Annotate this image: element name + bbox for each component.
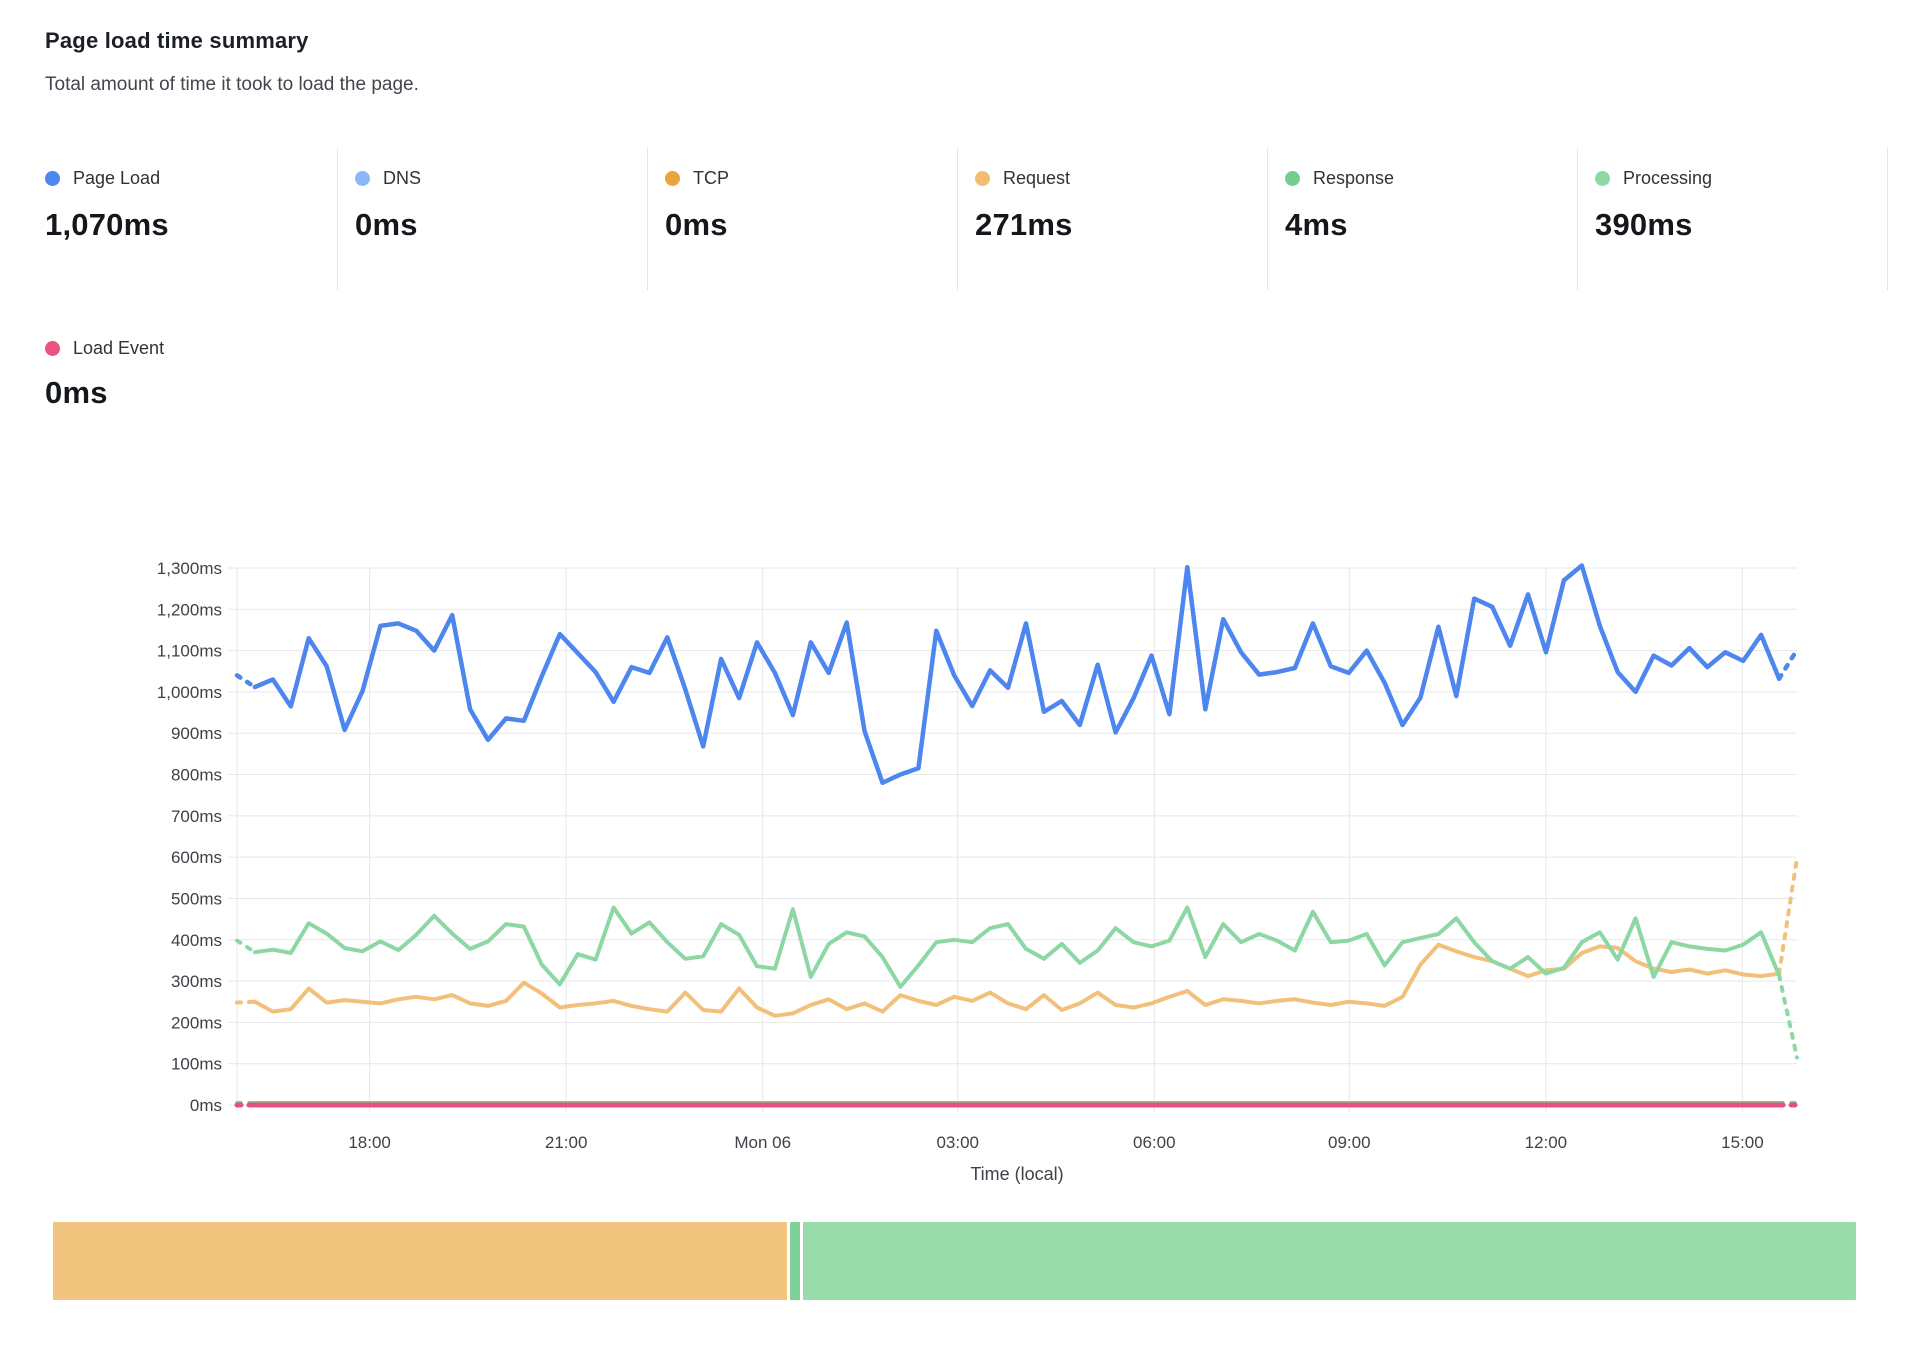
metric-value: 390ms [1595, 207, 1693, 242]
series-processing-line [252, 905, 1782, 989]
metric-label: Request [1003, 168, 1071, 188]
status-bar-segment-request-window[interactable] [53, 1222, 787, 1300]
metrics-summary-row: Page Load 1,070ms DNS 0ms TCP 0ms Reques… [45, 148, 1888, 290]
y-axis-tick-label: 1,300ms [157, 559, 222, 578]
metric-card-tcp[interactable]: TCP 0ms [648, 148, 958, 290]
metric-card-request[interactable]: Request 271ms [958, 148, 1268, 290]
x-axis-tick-label: Mon 06 [734, 1133, 791, 1152]
status-bar-segment-transition-window[interactable] [789, 1222, 800, 1300]
series-request-dashed-edge [1777, 856, 1799, 976]
x-axis-tick-label: 15:00 [1721, 1133, 1764, 1152]
y-axis-tick-label: 700ms [171, 807, 222, 826]
x-axis-title: Time (local) [970, 1164, 1063, 1184]
processing-legend-dot-icon [1595, 171, 1610, 186]
y-axis-tick-label: 900ms [171, 724, 222, 743]
timeline-status-bar [53, 1222, 1856, 1300]
y-axis-tick-label: 300ms [171, 972, 222, 991]
metric-value: 0ms [45, 375, 108, 410]
series-request-dashed-edge [235, 999, 257, 1005]
tcp-legend-dot-icon [665, 171, 680, 186]
metric-value: 0ms [355, 207, 418, 242]
x-axis-tick-label: 03:00 [936, 1133, 979, 1152]
metric-value: 0ms [665, 207, 728, 242]
series-page-load-dashed-edge [234, 673, 258, 690]
x-axis-tick-label: 06:00 [1133, 1133, 1176, 1152]
metric-card-response[interactable]: Response 4ms [1268, 148, 1578, 290]
y-axis-tick-label: 500ms [171, 889, 222, 908]
metric-label: TCP [693, 168, 729, 188]
page-title: Page load time summary [45, 28, 309, 53]
dns-legend-dot-icon [355, 171, 370, 186]
y-axis-tick-label: 1,100ms [157, 642, 222, 661]
page-load-timeseries-chart[interactable]: 0ms 100ms 200ms 300ms 400ms 500ms 600ms 700ms 80… [0, 540, 1910, 1200]
metric-label: DNS [383, 168, 422, 188]
metric-card-load-event[interactable]: Load Event 0ms [45, 338, 645, 411]
y-axis-tick-label: 200ms [171, 1013, 222, 1032]
metric-label: Response [1313, 168, 1395, 188]
x-axis-tick-label: 21:00 [545, 1133, 588, 1152]
y-axis-tick-label: 400ms [171, 931, 222, 950]
metric-label: Processing [1623, 168, 1713, 188]
metric-value: 1,070ms [45, 207, 169, 242]
y-axis-tick-label: 100ms [171, 1055, 222, 1074]
y-axis-tick-label: 1,200ms [157, 600, 222, 619]
metric-card-dns[interactable]: DNS 0ms [338, 148, 648, 290]
series-processing-dashed-edge [235, 938, 257, 955]
series-request-line [252, 942, 1782, 1018]
response-legend-dot-icon [1285, 171, 1300, 186]
metric-card-page-load[interactable]: Page Load 1,070ms [45, 148, 338, 290]
metric-card-processing[interactable]: Processing 390ms [1578, 148, 1888, 290]
request-legend-dot-icon [975, 171, 990, 186]
timeseries-svg: 0ms 100ms 200ms 300ms 400ms 500ms 600ms 700ms 80… [157, 559, 1800, 1184]
y-axis-tick-label: 1,000ms [157, 683, 222, 702]
series-page-load-dashed-edge [1776, 647, 1800, 681]
metric-label: Page Load [73, 168, 161, 188]
y-axis-tick-label: 0ms [190, 1096, 222, 1115]
page-load-legend-dot-icon [45, 171, 60, 186]
metric-value: 271ms [975, 207, 1073, 242]
series-processing-dashed-edge [1777, 973, 1799, 1060]
x-axis-tick-label: 12:00 [1525, 1133, 1568, 1152]
x-axis-tick-label: 09:00 [1328, 1133, 1371, 1152]
metric-label: Load Event [73, 338, 165, 358]
metric-value: 4ms [1285, 207, 1348, 242]
series-page-load-line [252, 563, 1782, 786]
status-bar-segment-processing-window[interactable] [802, 1222, 1856, 1300]
y-axis-tick-label: 600ms [171, 848, 222, 867]
load-event-legend-dot-icon [45, 341, 60, 356]
y-axis-tick-label: 800ms [171, 766, 222, 785]
page-subtitle: Total amount of time it took to load the… [45, 74, 419, 95]
x-axis-tick-label: 18:00 [348, 1133, 391, 1152]
